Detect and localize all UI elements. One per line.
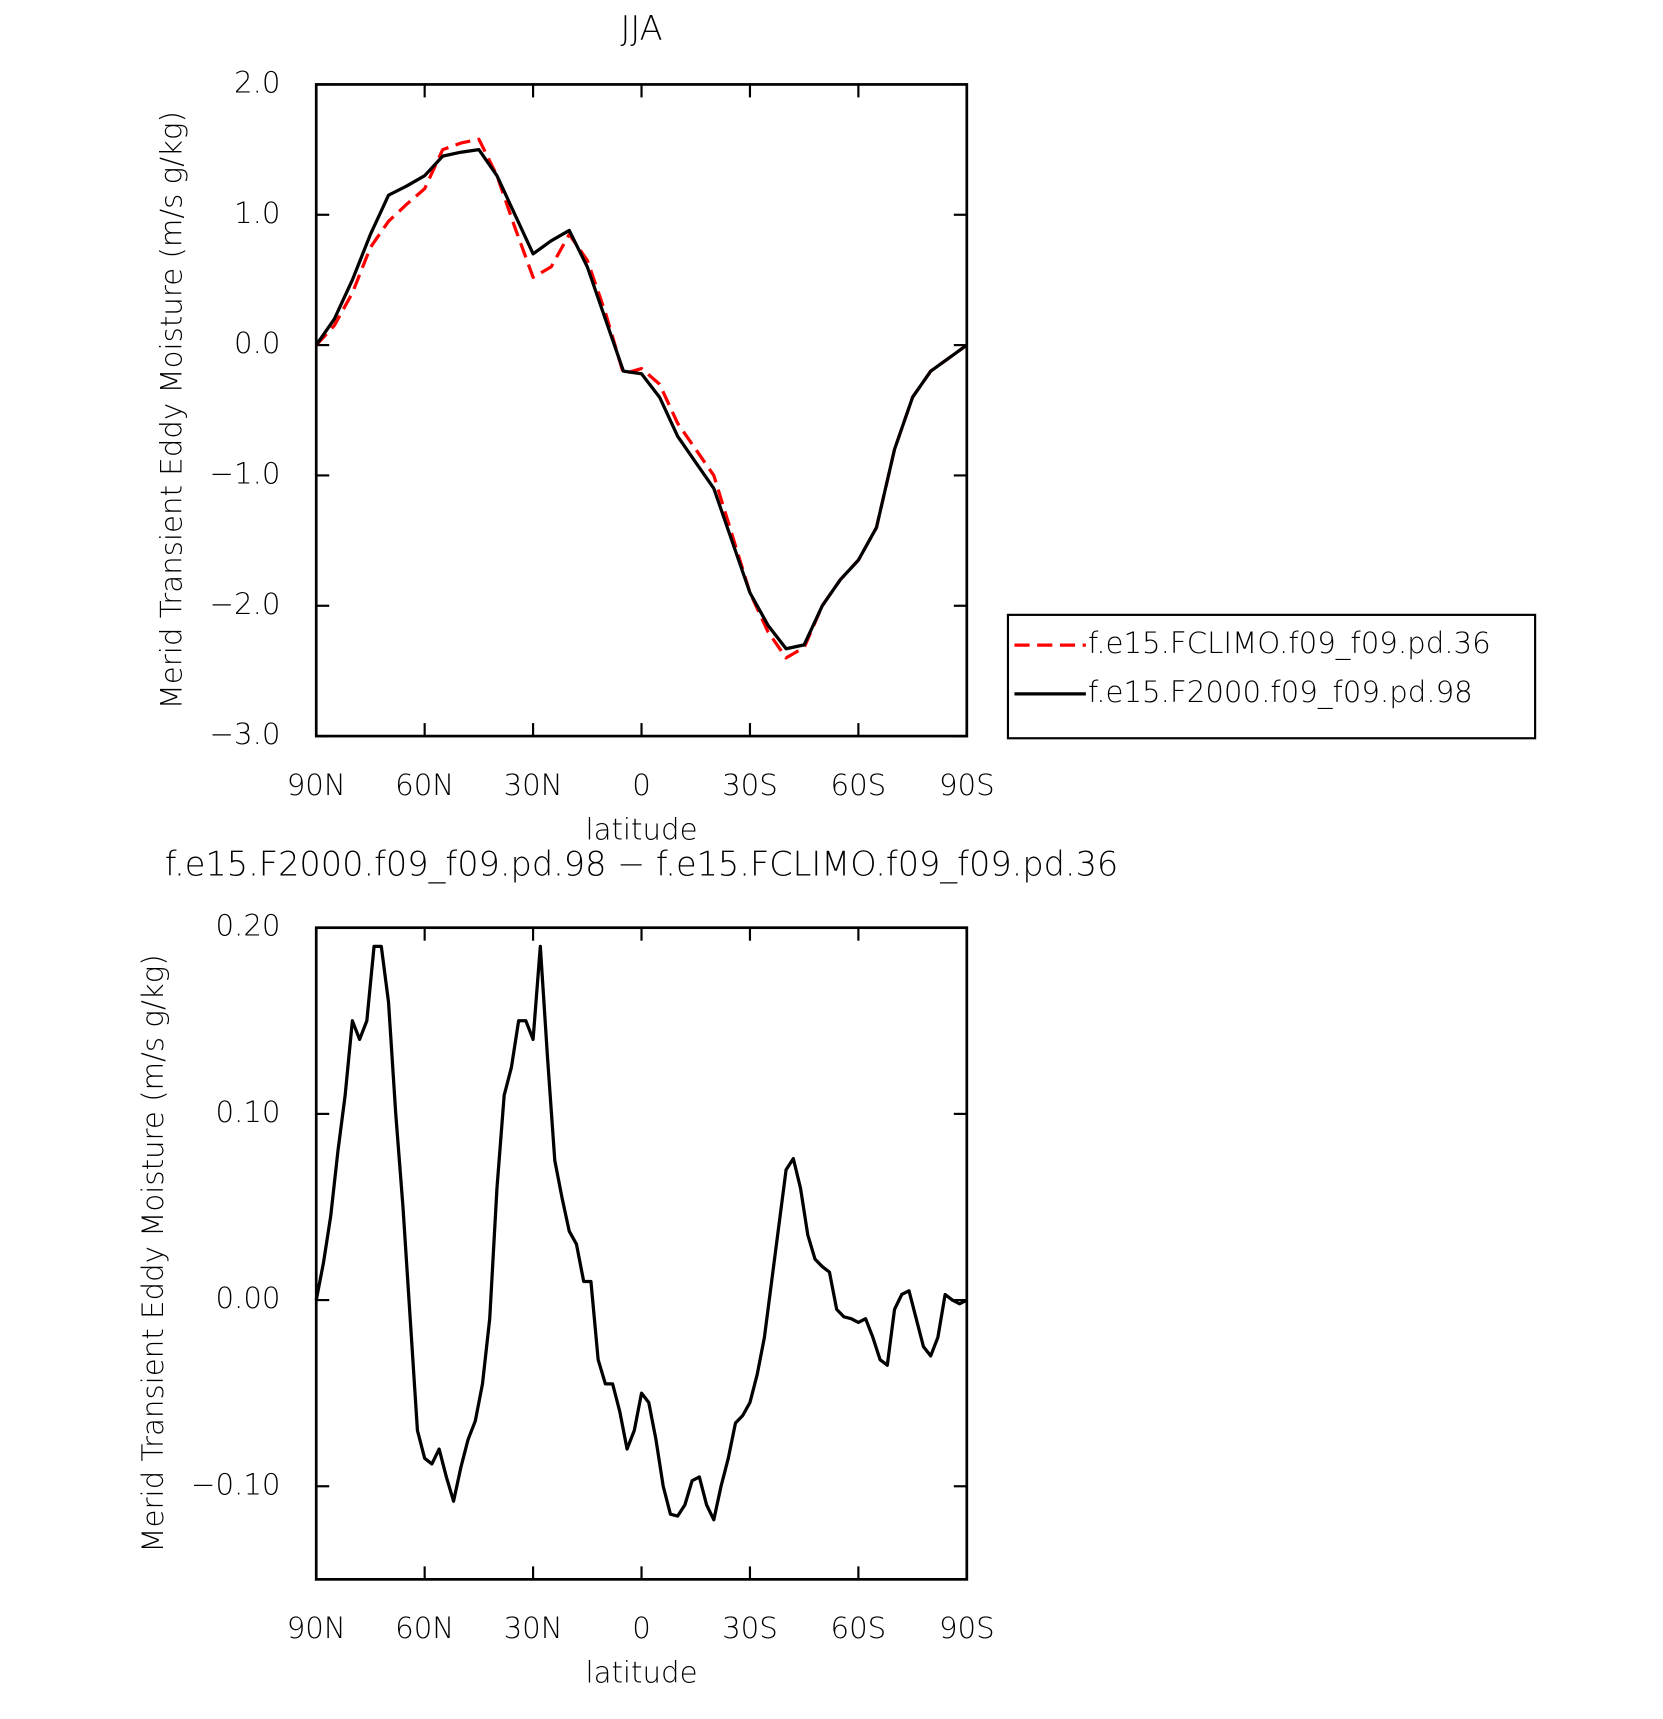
y-tick-label: 1.0 xyxy=(234,196,280,230)
y-axis-label: Merid Transient Eddy Moisture (m/s g/kg) xyxy=(154,111,188,709)
x-tick-label: 60S xyxy=(831,1611,887,1645)
y-tick-label: 0.20 xyxy=(215,909,280,943)
data-line xyxy=(314,944,968,1522)
x-tick-label: 30S xyxy=(722,1611,778,1645)
x-tick-label: 90S xyxy=(939,768,995,802)
x-tick-label: 0 xyxy=(632,768,651,802)
y-tick-label: 0.10 xyxy=(215,1095,280,1129)
y-tick-label: 0.00 xyxy=(215,1281,280,1315)
y-tick-label: 2.0 xyxy=(234,65,280,99)
chart-title: JJA xyxy=(620,9,662,48)
legend-box xyxy=(1006,613,1537,740)
x-tick-label: 90S xyxy=(939,1611,995,1645)
x-tick-label: 60N xyxy=(395,1611,454,1645)
x-tick-label: 90N xyxy=(287,768,346,802)
plot-frame xyxy=(314,83,969,738)
y-axis-label: Merid Transient Eddy Moisture (m/s g/kg) xyxy=(136,954,170,1552)
y-tick-label: −1.0 xyxy=(210,456,281,490)
chart-title: f.e15.F2000.f09_f09.pd.98 − f.e15.FCLIMO… xyxy=(165,844,1119,884)
legend-label: f.e15.F2000.f09_f09.pd.98 xyxy=(1088,675,1473,710)
x-tick-label: 90N xyxy=(287,1611,346,1645)
x-tick-label: 60N xyxy=(395,768,454,802)
x-axis-label: latitude xyxy=(585,812,697,846)
x-tick-label: 0 xyxy=(632,1611,651,1645)
data-line xyxy=(315,137,968,660)
plot-frame xyxy=(314,926,969,1581)
y-tick-label: 0.0 xyxy=(234,326,280,360)
x-tick-label: 30S xyxy=(722,768,778,802)
x-tick-label: 60S xyxy=(831,768,887,802)
x-tick-label: 30N xyxy=(504,1611,563,1645)
x-axis-label: latitude xyxy=(585,1656,697,1690)
data-line xyxy=(314,147,968,651)
y-tick-label: −0.10 xyxy=(191,1467,281,1501)
x-tick-label: 30N xyxy=(504,768,563,802)
y-tick-label: −3.0 xyxy=(210,717,281,751)
y-tick-label: −2.0 xyxy=(210,587,281,621)
legend-label: f.e15.FCLIMO.f09_f09.pd.36 xyxy=(1088,626,1491,661)
